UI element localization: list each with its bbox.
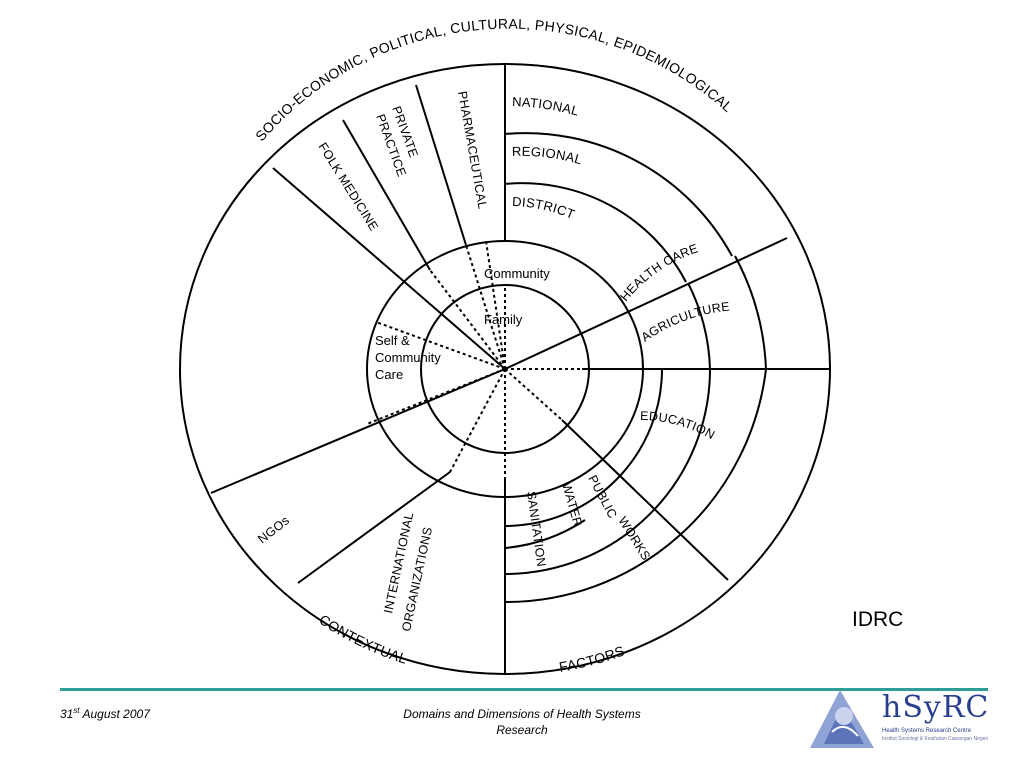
footer-title-line-1: Domains and Dimensions of Health Systems: [403, 707, 641, 721]
segment-folk-medicine-label: FOLK MEDICINE: [315, 140, 380, 233]
outer-arc-label-factors: FACTORS: [558, 642, 627, 675]
outer-arc-label-top: SOCIO-ECONOMIC, POLITICAL, CULTURAL, PHY…: [252, 16, 736, 144]
date-rest: August 2007: [79, 707, 150, 721]
divider-health-care: [504, 237, 788, 370]
dotted-ray: [485, 240, 506, 370]
center-point: [502, 366, 508, 372]
self-care-label-3: Care: [375, 367, 403, 382]
arc-sanitation: [504, 519, 586, 549]
self-care-label-1: Self &: [375, 333, 410, 348]
sector-agriculture-label: AGRICULTURE: [639, 299, 731, 344]
segment-pharmaceutical-label: PHARMACEUTICAL: [455, 90, 490, 210]
dotted-ray: [465, 244, 506, 370]
divider-left-lower: [210, 368, 506, 494]
arc-agriculture: [734, 255, 767, 370]
community-label: Community: [484, 266, 550, 281]
level-district-label: DISTRICT: [512, 194, 577, 222]
source-label: IDRC: [852, 608, 904, 631]
sector-health-care-label: HEALTH CARE: [617, 241, 699, 304]
level-regional-label: REGIONAL: [512, 144, 584, 168]
sector-sanitation-label: SANITATION: [524, 490, 548, 567]
footer-divider: [60, 688, 988, 691]
logo-emblem-icon: [810, 690, 874, 748]
arc-education-level: [504, 368, 767, 604]
arc-district: [504, 182, 687, 283]
divider-left-top: [272, 167, 506, 370]
self-care-label-2: Community: [375, 350, 441, 365]
arc-regional: [504, 132, 733, 257]
divider-private-pharma: [415, 84, 467, 246]
arc-water: [504, 368, 663, 527]
date-suffix: st: [73, 706, 80, 715]
outer-arc-label-contextual: CONTEXTUAL: [316, 611, 409, 667]
divider-folk-private: [342, 119, 431, 271]
dotted-ray: [429, 269, 506, 370]
arc-public-works: [504, 368, 711, 575]
date-day: 31: [60, 707, 74, 721]
dotted-ray: [504, 368, 563, 421]
community-ring: [366, 240, 644, 498]
dotted-ray: [375, 321, 506, 370]
health-systems-diagram: SOCIO-ECONOMIC, POLITICAL, CULTURAL, PHY…: [179, 16, 831, 675]
logo-name: hSyRC: [882, 690, 990, 725]
dotted-ray: [449, 368, 506, 473]
level-national-label: NATIONAL: [512, 94, 581, 119]
sector-water-label: WATER: [559, 481, 585, 528]
divider-lower-right: [561, 419, 729, 581]
footer-date: 31st August 2007: [60, 706, 150, 721]
footer-title: Domains and Dimensions of Health Systems…: [350, 706, 694, 738]
logo-subtitle: Health Systems Research Centre: [882, 728, 972, 734]
logo-tagline: Institut Sosiologi & Kesihatan Cawangan …: [882, 736, 989, 742]
segment-ngos-label: NGOs: [255, 513, 292, 546]
family-label: Family: [484, 312, 523, 327]
footer-title-line-2: Research: [496, 723, 548, 737]
dotted-ray: [366, 368, 506, 425]
arc-education-outer: [687, 282, 711, 370]
divider-intl-contextual: [297, 471, 451, 584]
hsyrc-logo: hSyRC Health Systems Research Centre Ins…: [806, 686, 988, 754]
